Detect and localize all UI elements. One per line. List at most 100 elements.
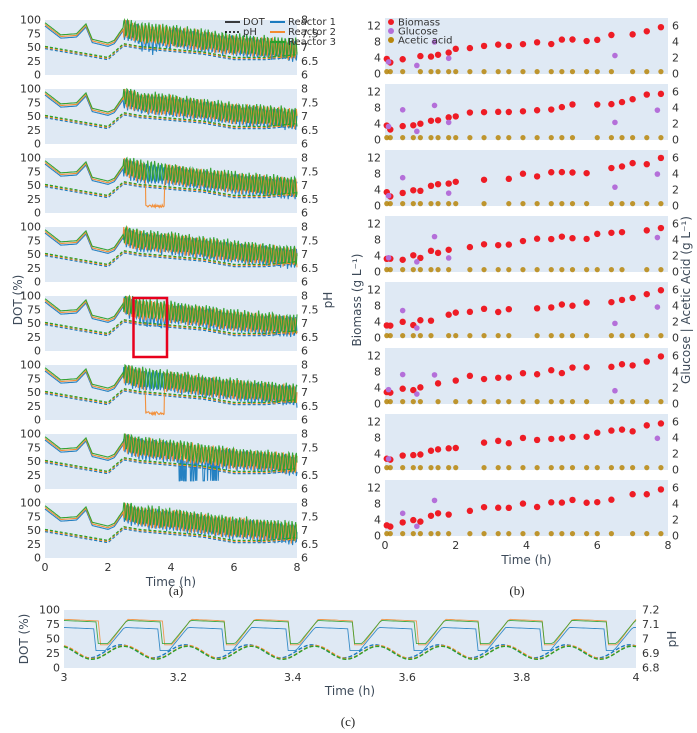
legend-marker <box>388 19 394 25</box>
x-tick-label: 3.6 <box>398 671 416 684</box>
acetic-acid-point <box>595 267 600 272</box>
y-tick-label: 25 <box>27 193 41 206</box>
acetic-acid-point <box>435 399 440 404</box>
y-tick-label: 50 <box>27 248 41 261</box>
y2-tick-label: 8 <box>301 83 308 96</box>
acetic-acid-point <box>595 531 600 536</box>
acetic-acid-point <box>467 399 472 404</box>
biomass-point <box>583 500 589 506</box>
acetic-acid-point <box>535 465 540 470</box>
biomass-point <box>548 169 554 175</box>
biomass-point <box>548 436 554 442</box>
acetic-acid-point <box>418 267 423 272</box>
y-tick-label: 12 <box>367 20 381 33</box>
acetic-acid-point <box>467 531 472 536</box>
biomass-point <box>445 247 451 253</box>
biomass-point <box>559 233 565 239</box>
y-tick-label: 0 <box>374 530 381 543</box>
acetic-acid-point <box>411 531 416 536</box>
y-tick-label: 50 <box>27 110 41 123</box>
acetic-acid-point <box>400 201 405 206</box>
biomass-point <box>506 43 512 49</box>
y-tick-label: 0 <box>34 552 41 565</box>
y2-tick-label: 7.5 <box>301 441 319 454</box>
y2-tick-label: 6 <box>301 552 308 565</box>
y-tick-label: 4 <box>374 52 381 65</box>
acetic-acid-point <box>411 399 416 404</box>
glucose-point <box>655 235 661 241</box>
biomass-point <box>594 429 600 435</box>
acetic-acid-point <box>388 267 393 272</box>
acetic-acid-point <box>595 69 600 74</box>
biomass-point <box>435 181 441 187</box>
acetic-acid-point <box>496 333 501 338</box>
y2-tick-label: 6.9 <box>642 647 660 660</box>
x-tick-label: 3.8 <box>513 671 531 684</box>
biomass-point <box>410 187 416 193</box>
biomass-point <box>608 101 614 107</box>
glucose-point <box>414 129 420 135</box>
acetic-acid-point <box>549 267 554 272</box>
acetic-acid-point <box>570 201 575 206</box>
glucose-point <box>612 321 618 327</box>
acetic-acid-point <box>570 465 575 470</box>
acetic-acid-point <box>644 267 649 272</box>
acetic-acid-point <box>630 201 635 206</box>
biomass-point <box>583 38 589 44</box>
y2-tick-label: 7.5 <box>301 165 319 178</box>
y-tick-label: 100 <box>20 83 41 96</box>
biomass-point <box>506 440 512 446</box>
acetic-acid-point <box>570 399 575 404</box>
acetic-acid-point <box>658 201 663 206</box>
biomass-point <box>387 322 393 328</box>
biomass-point <box>534 39 540 45</box>
y2-tick-label: 8 <box>301 152 308 165</box>
acetic-acid-point <box>506 531 511 536</box>
acetic-acid-point <box>435 135 440 140</box>
acetic-acid-point <box>481 135 486 140</box>
biomass-point <box>428 183 434 189</box>
acetic-acid-point <box>446 135 451 140</box>
biomass-point <box>548 367 554 373</box>
glucose-point <box>612 53 618 59</box>
biomass-point <box>629 31 635 37</box>
biomass-point <box>399 386 405 392</box>
acetic-acid-point <box>630 399 635 404</box>
acetic-acid-point <box>400 333 405 338</box>
acetic-acid-point <box>520 267 525 272</box>
x-tick-label: 0 <box>382 539 389 552</box>
y-tick-label: 4 <box>374 448 381 461</box>
acetic-acid-point <box>630 135 635 140</box>
y2-tick-label: 7.5 <box>301 372 319 385</box>
y2-tick-label: 7.5 <box>301 96 319 109</box>
acetic-acid-point <box>496 69 501 74</box>
glucose-point <box>432 372 438 378</box>
acetic-acid-point <box>446 267 451 272</box>
y2-tick-label: 7.1 <box>642 618 660 631</box>
acetic-acid-point <box>658 135 663 140</box>
biomass-point <box>619 99 625 105</box>
biomass-point <box>453 377 459 383</box>
glucose-point <box>386 59 392 65</box>
subplot-background <box>385 348 668 404</box>
acetic-acid-point <box>388 135 393 140</box>
acetic-acid-point <box>559 399 564 404</box>
y2-tick-label: 7 <box>301 524 308 537</box>
subplot-background <box>385 150 668 206</box>
biomass-point <box>608 299 614 305</box>
biomass-point <box>644 91 650 97</box>
y2-tick-label: 0 <box>672 332 679 345</box>
y-tick-label: 4 <box>374 382 381 395</box>
biomass-point <box>520 370 526 376</box>
y2-tick-label: 6 <box>672 416 679 429</box>
biomass-point <box>644 358 650 364</box>
acetic-acid-point <box>559 69 564 74</box>
acetic-acid-point <box>535 399 540 404</box>
acetic-acid-point <box>570 69 575 74</box>
y-tick-label: 0 <box>34 207 41 220</box>
caption-a: (a) <box>169 583 183 598</box>
x-tick-label: 3 <box>61 671 68 684</box>
acetic-acid-point <box>388 465 393 470</box>
acetic-acid-point <box>559 531 564 536</box>
acetic-acid-point <box>428 531 433 536</box>
